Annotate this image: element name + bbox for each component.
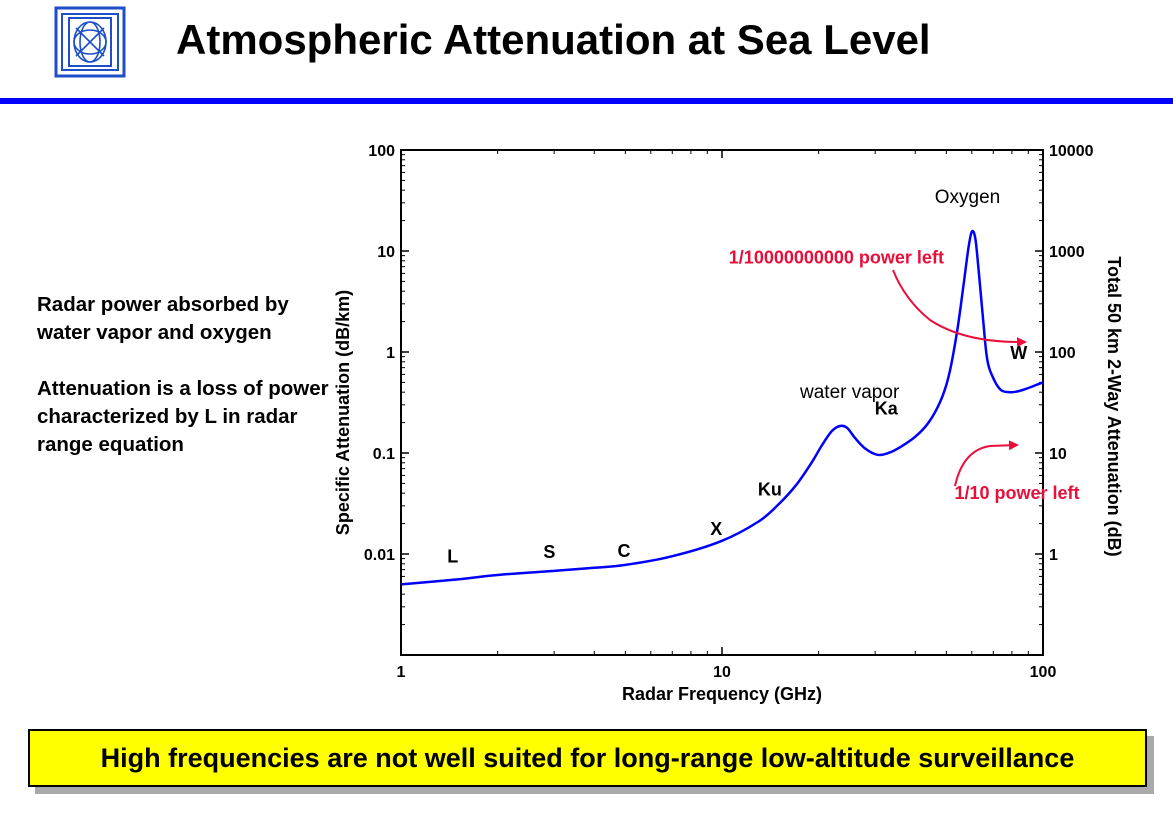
arrow-1-10-power	[954, 440, 1019, 487]
y2-tick-label: 10000	[1049, 143, 1094, 160]
x-tick-label: 1	[397, 664, 406, 681]
annotation-0: water vapor	[799, 382, 900, 403]
page-title: Atmospheric Attenuation at Sea Level	[176, 16, 931, 63]
band-label-ku: Ku	[758, 479, 782, 499]
y-tick-label: 10	[377, 244, 395, 261]
annotation-2: 1/10000000000 power left	[729, 248, 944, 268]
y2-tick-label: 1	[1049, 547, 1058, 564]
institution-crest-icon	[54, 6, 126, 78]
conclusion-banner: High frequencies are not well suited for…	[28, 729, 1147, 787]
y-tick-label: 0.01	[364, 547, 395, 564]
x-tick-label: 100	[1030, 664, 1057, 681]
annotation-1: Oxygen	[935, 187, 1000, 208]
band-label-x: X	[710, 519, 722, 539]
y2-axis-label: Total 50 km 2-Way Attenuation (dB)	[1104, 256, 1124, 556]
y-tick-label: 0.1	[373, 446, 395, 463]
y2-tick-label: 10	[1049, 446, 1067, 463]
header-rule	[0, 98, 1173, 104]
text-panel: Radar power absorbed by water vapor and …	[37, 291, 337, 487]
y-tick-label: 100	[368, 143, 395, 160]
annotation-3: 1/10 power left	[954, 483, 1079, 503]
paragraph-loss: Attenuation is a loss of power character…	[37, 377, 329, 456]
x-tick-label: 10	[713, 664, 731, 681]
band-label-s: S	[543, 542, 555, 562]
paragraph-absorption: Radar power absorbed by water vapor and …	[37, 293, 289, 344]
y2-tick-label: 1000	[1049, 244, 1085, 261]
band-label-ka: Ka	[875, 399, 899, 419]
plot-frame	[400, 149, 1044, 656]
band-label-l: L	[447, 547, 458, 567]
y-axis-label: Specific Attenuation (dB/km)	[333, 290, 353, 535]
band-label-w: W	[1010, 343, 1027, 363]
x-axis-label: Radar Frequency (GHz)	[622, 684, 822, 704]
y-tick-label: 1	[386, 345, 395, 362]
attenuation-series-line	[400, 229, 1044, 586]
arrow-1e-10-power	[892, 269, 1027, 348]
band-label-c: C	[617, 541, 630, 561]
y2-tick-label: 100	[1049, 345, 1076, 362]
